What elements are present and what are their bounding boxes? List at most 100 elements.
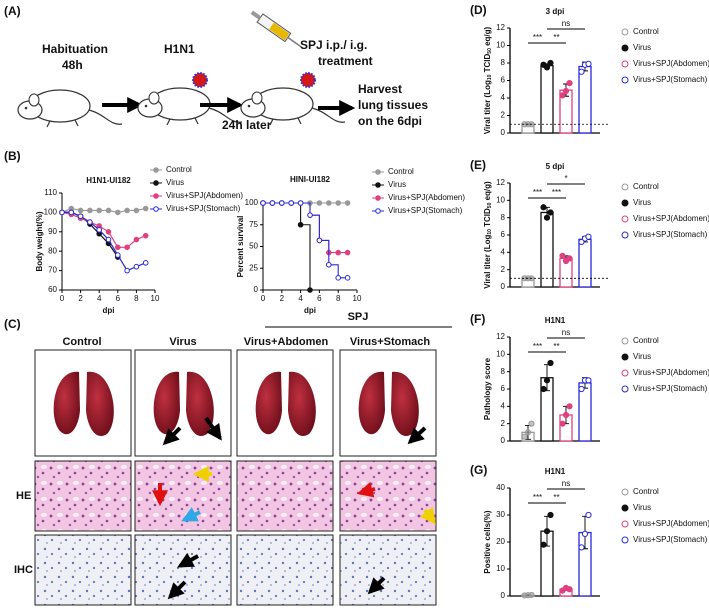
y-tick-label: 0 <box>501 282 506 291</box>
legend-marker <box>621 60 629 68</box>
arrow <box>177 552 199 568</box>
virus-icon <box>192 72 208 88</box>
data-point <box>562 411 570 419</box>
data-point <box>77 207 84 214</box>
data-point <box>344 249 351 256</box>
step-text: Habituation <box>42 42 108 56</box>
significance-label: *** <box>533 493 542 502</box>
data-point <box>566 80 573 87</box>
y-tick-label: 50 <box>249 242 258 251</box>
legend-marker <box>153 167 159 173</box>
y-tick-label: 4 <box>501 247 506 256</box>
legend-label: Virus+SPJ(Stomach) <box>388 206 463 215</box>
data-point <box>540 385 547 393</box>
y-label-part: 10 <box>487 74 493 80</box>
y-tick-label: 0 <box>254 285 259 294</box>
legend-label: Virus+SPJ(Abdomen) <box>633 214 709 223</box>
y-tick-label: 4 <box>501 93 506 102</box>
y-tick-label: 30 <box>496 510 505 519</box>
he-tile <box>134 460 232 532</box>
photo-frame <box>236 349 334 457</box>
data-point <box>297 200 304 206</box>
data-point <box>543 214 551 221</box>
x-tick-label: 6 <box>317 294 322 303</box>
bar <box>578 238 592 288</box>
y-tick-label: 12 <box>496 23 505 32</box>
significance-label: *** <box>552 188 561 197</box>
column-label: Control <box>62 336 101 348</box>
data-point <box>344 200 351 206</box>
data-point <box>543 64 551 71</box>
data-point <box>279 200 285 206</box>
data-point <box>105 236 112 243</box>
y-tick-label: 10 <box>496 195 505 204</box>
legend-label: Virus+SPJ(Abdomen) <box>633 519 709 528</box>
data-point <box>260 200 266 206</box>
data-point <box>559 92 566 99</box>
panel-label: (F) <box>470 312 485 326</box>
y-tick-label: 12 <box>496 332 505 341</box>
legend-marker <box>621 536 629 544</box>
legend-marker <box>621 231 629 239</box>
data-point <box>326 200 332 206</box>
data-point <box>559 252 566 259</box>
y-label-part: TCID <box>483 208 492 229</box>
data-point <box>524 429 532 436</box>
data-point <box>547 511 554 519</box>
panel-label: (B) <box>4 149 21 163</box>
significance-label: ns <box>562 19 570 28</box>
data-point <box>540 204 547 211</box>
data-point <box>142 260 149 266</box>
group-label: SPJ <box>348 311 369 323</box>
chart-title: HINI-UI182 <box>290 175 331 184</box>
panel-label: (D) <box>470 3 487 17</box>
arrow <box>407 426 427 445</box>
ihc-tile <box>236 534 334 606</box>
ihc-tile <box>34 534 132 606</box>
x-tick-label: 10 <box>353 294 362 303</box>
bar <box>578 65 592 134</box>
data-point <box>578 68 585 75</box>
data-point <box>335 200 342 206</box>
y-tick-label: 75 <box>249 220 258 229</box>
data-point <box>559 420 566 427</box>
x-tick-label: 0 <box>60 294 65 303</box>
significance-label: ns <box>562 479 570 488</box>
legend-label: Virus+SPJ(Stomach) <box>633 535 708 544</box>
data-point <box>585 511 592 519</box>
y-tick-label: 110 <box>44 188 57 197</box>
data-point <box>585 233 592 240</box>
data-point <box>344 275 351 281</box>
data-point <box>77 213 84 220</box>
data-point <box>105 229 112 235</box>
y-tick-label: 8 <box>501 367 506 376</box>
data-point <box>578 385 585 393</box>
y-tick-label: 8 <box>501 213 506 222</box>
data-point <box>326 261 332 268</box>
data-point <box>96 227 102 233</box>
syringe-icon <box>250 10 302 48</box>
legend-marker <box>621 369 629 377</box>
data-point <box>547 359 554 367</box>
legend-marker <box>621 385 629 393</box>
x-tick-label: 2 <box>280 294 285 303</box>
legend-marker <box>621 488 629 496</box>
column-label: Virus+Abdomen <box>244 336 329 348</box>
data-point <box>335 249 342 256</box>
lung-lobe <box>53 371 80 435</box>
legend-marker <box>621 520 629 528</box>
data-point <box>566 403 573 410</box>
photo-frame <box>34 349 132 457</box>
data-point <box>316 237 323 244</box>
y-tick-label: 8 <box>501 58 506 67</box>
data-point <box>528 420 535 427</box>
y-tick-label: 6 <box>501 230 506 239</box>
legend-label: Virus <box>166 178 184 187</box>
step-text: on the 6dpi <box>358 114 422 128</box>
data-point <box>316 200 323 206</box>
x-axis-label: dpi <box>103 306 115 315</box>
arrow <box>356 481 376 498</box>
significance-label: ** <box>553 33 559 42</box>
y-tick-label: 6 <box>501 384 506 393</box>
